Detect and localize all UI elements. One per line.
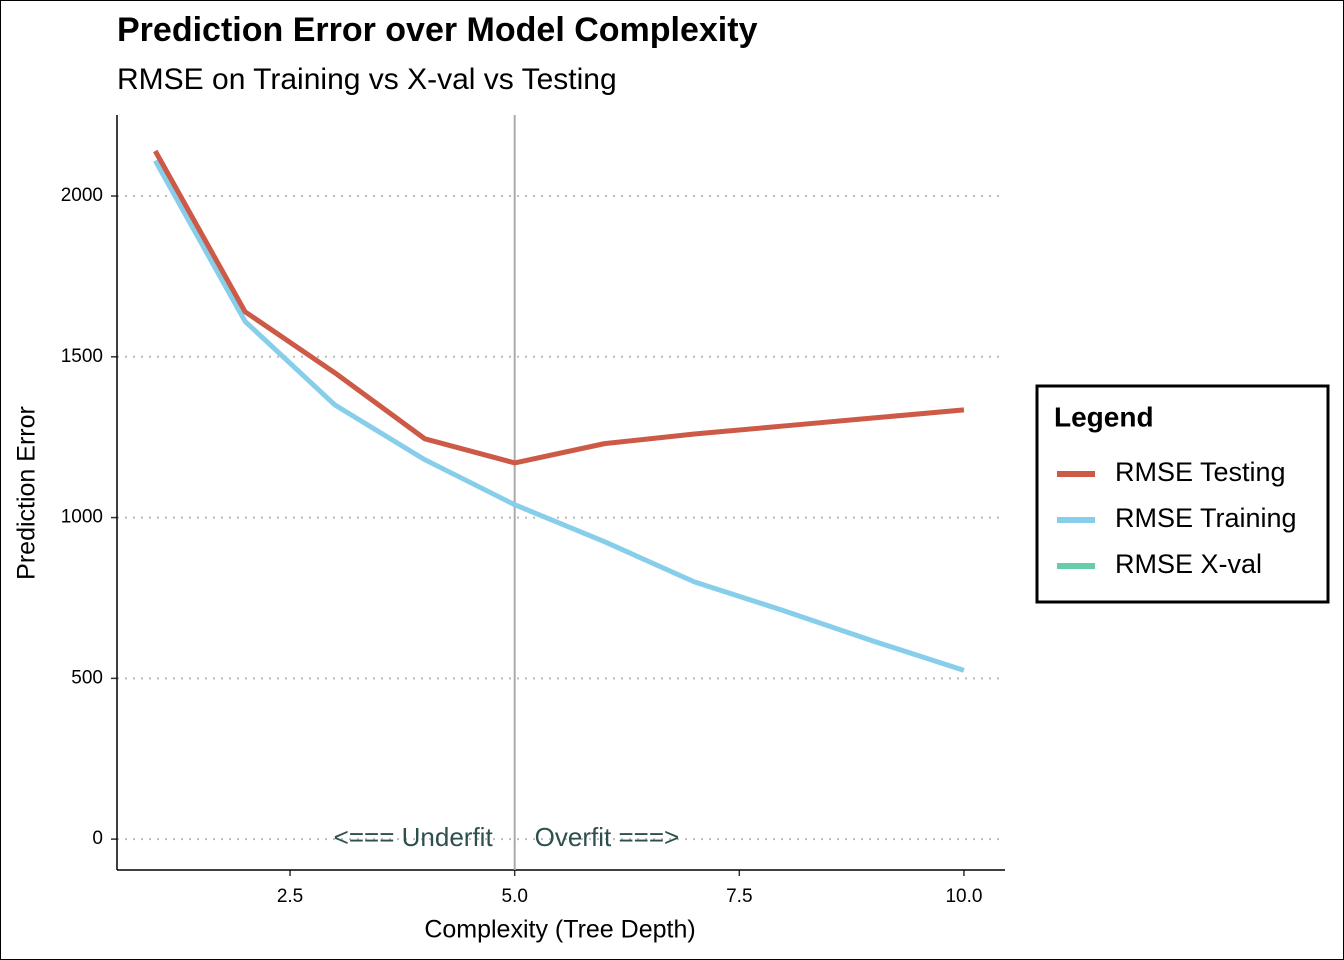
y-tick-label: 1500	[61, 346, 103, 367]
legend-label: RMSE Testing	[1115, 457, 1286, 487]
x-tick-label: 5.0	[501, 886, 527, 907]
series-line	[153, 159, 965, 673]
annotation: <=== Underfit	[334, 822, 494, 852]
chart-title: Prediction Error over Model Complexity	[117, 11, 758, 49]
legend-label: RMSE X-val	[1115, 549, 1262, 579]
annotation: Overfit ===>	[535, 822, 680, 852]
chart-subtitle: RMSE on Training vs X-val vs Testing	[117, 63, 617, 96]
x-tick-label: 10.0	[945, 886, 982, 907]
y-tick-label: 500	[71, 667, 103, 688]
legend-title: Legend	[1054, 401, 1154, 432]
x-axis-title: Complexity (Tree Depth)	[424, 916, 695, 944]
y-tick-label: 2000	[61, 185, 103, 206]
x-tick-label: 2.5	[277, 886, 303, 907]
y-tick-label: 0	[92, 828, 103, 849]
y-tick-label: 1000	[61, 507, 103, 528]
series-line	[153, 149, 965, 466]
legend-label: RMSE Training	[1115, 503, 1297, 533]
y-axis-title: Prediction Error	[13, 406, 41, 580]
x-tick-label: 7.5	[726, 886, 752, 907]
